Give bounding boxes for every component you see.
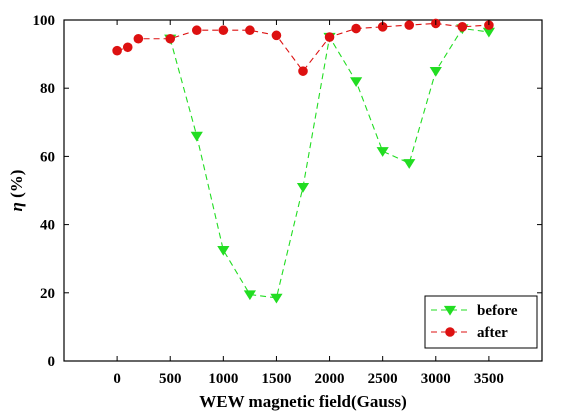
data-point-after [271,30,282,41]
series-layer [112,18,495,304]
y-tick-label: 100 [33,13,56,29]
data-point-after [351,23,361,34]
data-point-before [376,147,389,157]
data-point-before [190,131,203,142]
x-axis-title: WEW magnetic field(Gauss) [199,392,406,411]
data-point-before [403,159,416,169]
series-line-before [169,27,489,299]
data-point-before [296,182,310,193]
y-axis-title: η (%) [7,170,26,212]
data-point-before [217,246,230,256]
data-point-before [429,67,442,77]
y-axis-title-symbol: η [7,202,26,211]
data-point-before [243,290,256,301]
y-axis-title-unit: (%) [7,170,26,203]
x-tick-label: 500 [159,371,182,387]
data-point-after [298,66,308,76]
data-point-after [245,25,255,36]
series-after [112,18,494,76]
data-point-after [218,25,229,36]
y-tick-label: 60 [40,149,55,165]
data-point-after [404,20,415,30]
data-point-after [324,32,335,42]
legend-marker-after [445,327,455,337]
legend-box [424,295,538,349]
y-tick-label: 40 [40,218,55,234]
legend-label-before: before [477,303,518,319]
plot-area-frame [63,19,543,362]
x-tick-label: 1500 [261,371,291,387]
x-tick-label: 0 [113,371,121,387]
x-tick-label: 1000 [208,371,238,387]
data-point-before [350,77,363,88]
x-tick-label: 3500 [474,371,504,387]
x-tick-label: 2500 [368,371,398,387]
x-tick-label: 2000 [315,371,345,387]
data-point-after [191,25,202,36]
data-point-after [165,33,176,44]
series-line-after [116,22,489,73]
x-tick-label: 3000 [421,371,451,387]
y-tick-label: 80 [40,81,55,97]
data-point-after [457,22,468,32]
data-point-before [270,293,283,304]
legend: before after [424,295,538,349]
axis-layer: 0 500 1000 1500 2000 2500 3000 3500 0 20 40 60 80 100 [33,13,542,387]
y-tick-label: 20 [40,286,55,302]
data-point-after [112,45,122,56]
y-tick-label: 0 [48,354,56,370]
legend-marker-before [443,305,457,316]
data-point-after [133,33,144,44]
data-point-after [122,42,133,53]
series-before [164,24,495,304]
legend-label-after: after [477,325,508,341]
